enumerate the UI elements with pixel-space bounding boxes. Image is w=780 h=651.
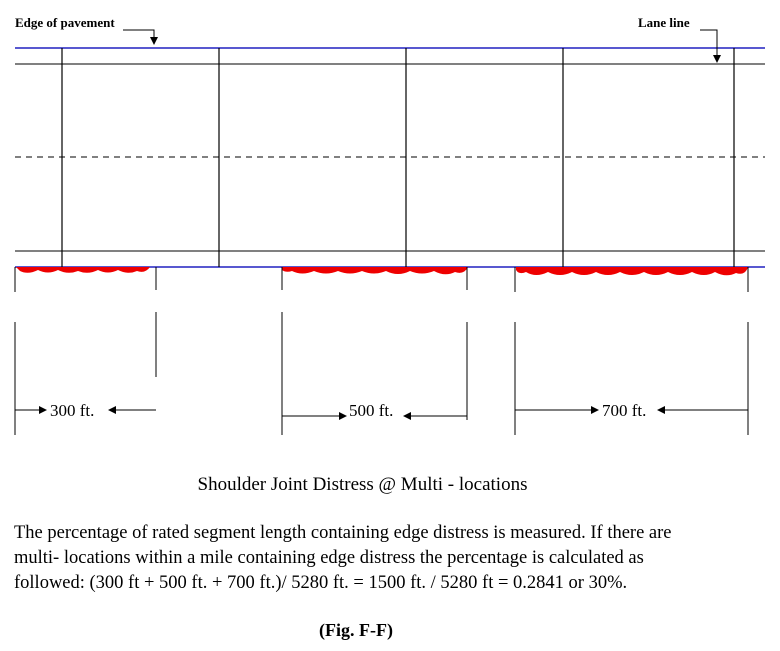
edge-distress-patch: [16, 267, 150, 273]
extension-gap: [153, 290, 159, 312]
extension-gap: [745, 292, 751, 322]
edge-distress-patch: [282, 267, 468, 275]
diagram-caption: Shoulder Joint Distress @ Multi - locati…: [197, 474, 528, 495]
paragraph-line: multi- locations within a mile containin…: [14, 548, 644, 568]
extension-gap: [279, 290, 285, 312]
explanation-paragraph: The percentage of rated segment length c…: [14, 521, 769, 596]
paragraph-line: followed: (300 ft + 500 ft. + 700 ft.)/ …: [14, 573, 628, 593]
measurement-label-300: 300 ft.: [50, 401, 94, 420]
extension-gap: [512, 292, 518, 322]
lane-line-label: Lane line: [638, 15, 690, 30]
edge-of-pavement-leader: [123, 29, 158, 45]
pavement-diagram: 300 ft. 500 ft. 700 ft. Edge of pavement…: [12, 15, 765, 435]
figure-label: (Fig. F-F): [319, 620, 393, 640]
edge-distress-patch: [516, 267, 748, 276]
measurement-label-500: 500 ft.: [349, 401, 393, 420]
measurement-label-700: 700 ft.: [602, 401, 646, 420]
paragraph-line: The percentage of rated segment length c…: [14, 523, 672, 543]
extension-gap: [464, 290, 470, 322]
edge-of-pavement-label: Edge of pavement: [15, 15, 115, 30]
extension-gap: [12, 292, 18, 322]
lane-line-leader: [700, 29, 721, 63]
